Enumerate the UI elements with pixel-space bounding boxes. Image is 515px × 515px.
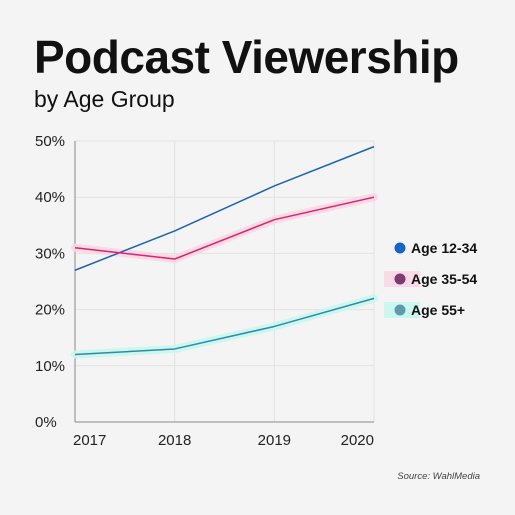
- x-tick-label: 2017: [73, 432, 106, 449]
- chart-legend: Age 12-34 Age 35-54 Age 55+: [384, 240, 477, 318]
- source-note: Source: WahlMedia: [397, 471, 480, 482]
- series-line-3: [75, 298, 374, 354]
- legend-label: Age 35-54: [411, 271, 477, 287]
- chart-grid: [75, 141, 374, 422]
- series-highlights: [75, 197, 374, 354]
- x-tick-label: 2018: [158, 432, 191, 449]
- legend-marker: [395, 274, 406, 285]
- y-tick-label: 30%: [35, 245, 65, 262]
- y-tick-label: 10%: [35, 358, 65, 375]
- y-tick-label: 40%: [35, 189, 65, 206]
- legend-label: Age 12-34: [411, 240, 477, 256]
- series-highlight: [75, 298, 374, 354]
- chart-axes: [75, 141, 374, 422]
- y-tick-label: 20%: [35, 302, 65, 319]
- tick-labels: 0% 10% 20% 30% 40% 50% 2017 2018 2019 2020: [35, 133, 374, 449]
- legend-label: Age 55+: [411, 302, 465, 318]
- series-highlight: [75, 197, 374, 259]
- y-tick-label: 0%: [35, 414, 57, 431]
- x-tick-label: 2019: [258, 432, 291, 449]
- y-tick-label: 50%: [35, 133, 65, 150]
- legend-marker: [395, 305, 406, 316]
- x-tick-label: 2020: [341, 432, 374, 449]
- legend-marker: [395, 243, 406, 254]
